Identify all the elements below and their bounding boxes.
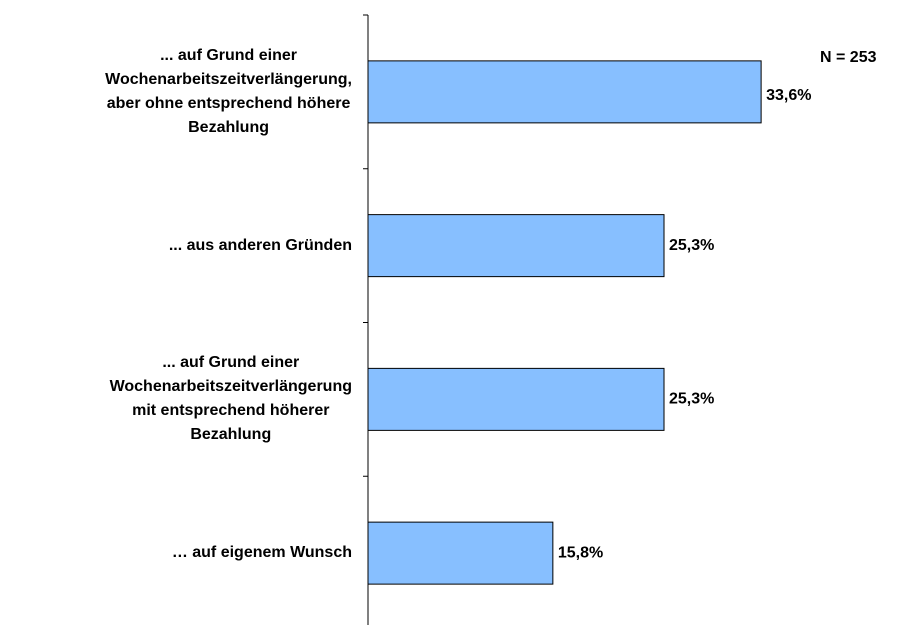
bar [367, 214, 665, 278]
category-label: ... auf Grund einer Wochenarbeitszeitver… [109, 354, 352, 444]
category-label: ... auf Grund einer Wochenarbeitszeitver… [105, 46, 352, 136]
category-label: ... aus anderen Gründen [168, 236, 352, 254]
category-label-box: ... auf Grund einer Wochenarbeitszeitver… [0, 15, 352, 169]
category-label-box: … auf eigenem Wunsch [0, 476, 352, 625]
value-label: 25,3% [669, 237, 714, 254]
category-label-box: ... auf Grund einer Wochenarbeitszeitver… [0, 323, 352, 477]
value-label: 15,8% [558, 544, 603, 561]
value-label: 33,6% [766, 87, 811, 104]
bar [367, 521, 554, 585]
annotation: N = 253 [820, 49, 877, 66]
bar [367, 367, 665, 431]
bar [367, 60, 762, 124]
value-label: 25,3% [669, 391, 714, 408]
category-label-box: ... aus anderen Gründen [0, 169, 352, 323]
category-label: … auf eigenem Wunsch [171, 544, 352, 562]
